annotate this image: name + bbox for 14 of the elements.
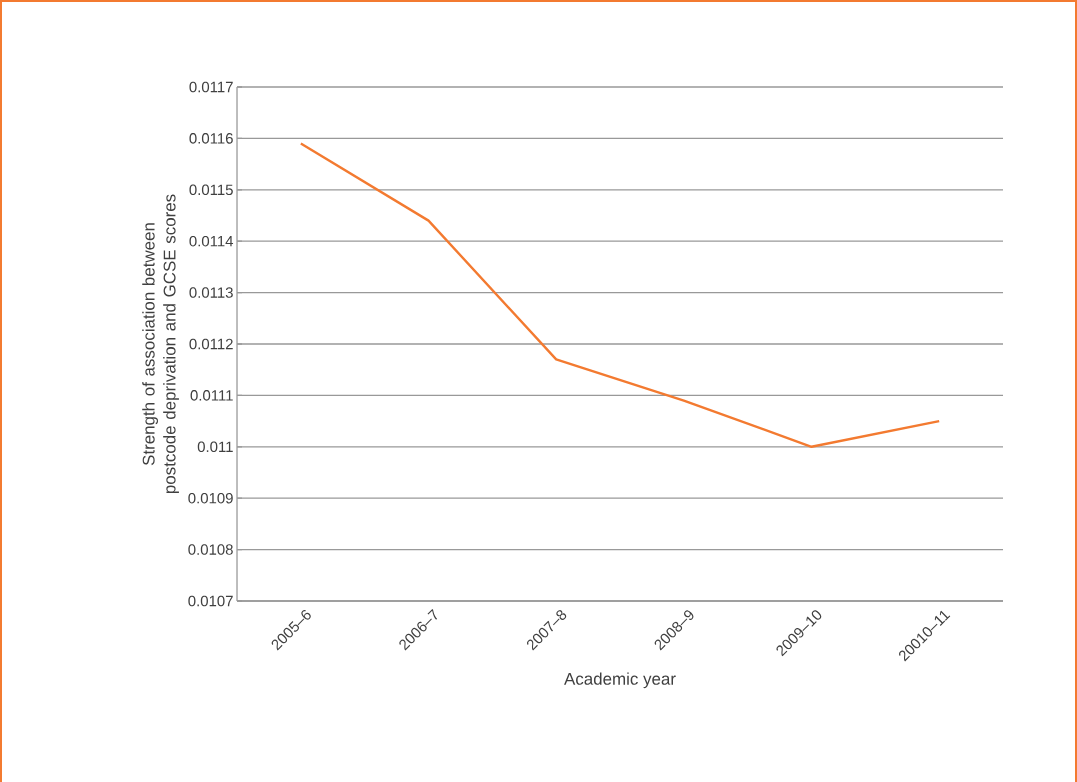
y-axis-title: Strength of association between postcode deprivation and GCSE scores bbox=[142, 194, 179, 494]
y-tick-label: 0.0109 bbox=[188, 492, 233, 504]
y-tick-label: 0.011 bbox=[197, 441, 233, 453]
y-tick-label: 0.0111 bbox=[190, 390, 233, 401]
y-tick-label: 0.0115 bbox=[189, 184, 233, 196]
y-tick-label: 0.0107 bbox=[188, 595, 233, 607]
y-tick-label: 0.0114 bbox=[189, 235, 234, 247]
y-tick-label: 0.0117 bbox=[189, 81, 233, 93]
y-tick-label: 0.0113 bbox=[189, 287, 233, 298]
y-tick-label: 0.0108 bbox=[188, 544, 233, 555]
y-tick-label: 0.0112 bbox=[189, 338, 233, 350]
y-tick-label: 0.0116 bbox=[189, 133, 233, 144]
x-axis-title: Academic year bbox=[564, 672, 676, 689]
line-series bbox=[299, 142, 941, 448]
